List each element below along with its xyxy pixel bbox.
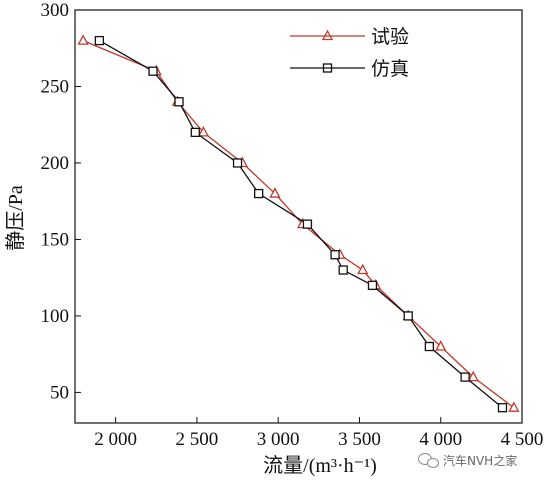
data-point-experiment bbox=[467, 370, 479, 382]
legend-marker-simulation bbox=[322, 63, 333, 73]
data-point-simulation bbox=[232, 158, 243, 168]
data-point-simulation bbox=[367, 280, 378, 290]
y-axis-ticks: 50 100 150 200 250 300 bbox=[41, 0, 81, 403]
data-point-experiment bbox=[508, 401, 520, 412]
plot-frame bbox=[74, 9, 523, 424]
legend-marker-experiment bbox=[321, 29, 334, 41]
x-axis-title: 流量/(m³·h⁻¹) bbox=[263, 454, 377, 477]
x-tick-label: 2 000 bbox=[94, 429, 137, 450]
data-point-simulation bbox=[94, 35, 105, 46]
y-axis-title: 静压/Pa bbox=[4, 185, 27, 251]
series-line-experiment bbox=[82, 39, 515, 409]
y-tick-label: 200 bbox=[41, 153, 70, 174]
y-tick-label: 150 bbox=[41, 229, 70, 250]
data-point-simulation bbox=[460, 372, 470, 382]
series-layer bbox=[77, 34, 520, 413]
data-point-simulation bbox=[403, 311, 413, 321]
data-point-simulation bbox=[330, 250, 340, 260]
data-point-experiment bbox=[77, 34, 89, 45]
data-point-simulation bbox=[254, 188, 264, 199]
y-tick-label: 50 bbox=[50, 382, 69, 403]
y-tick-label: 250 bbox=[41, 76, 70, 97]
x-tick-label: 3 000 bbox=[257, 429, 300, 450]
data-point-simulation bbox=[338, 265, 348, 275]
data-point-simulation bbox=[190, 127, 200, 138]
x-axis-ticks: 2 000 2 500 3 000 3 500 4 000 4 500 bbox=[94, 417, 543, 450]
data-point-simulation bbox=[148, 66, 158, 76]
data-point-simulation bbox=[424, 341, 434, 352]
x-tick-label: 4 000 bbox=[419, 429, 462, 450]
data-point-experiment bbox=[435, 340, 447, 351]
data-point-simulation bbox=[174, 97, 184, 107]
watermark: 汽车NVH之家 bbox=[418, 453, 517, 468]
legend: 试验 仿真 bbox=[290, 26, 409, 80]
x-tick-label: 3 500 bbox=[338, 429, 381, 450]
wechat-icon bbox=[418, 453, 439, 468]
legend-label-simulation: 仿真 bbox=[371, 58, 409, 80]
data-point-experiment bbox=[269, 187, 281, 198]
legend-label-experiment: 试验 bbox=[371, 26, 409, 48]
x-tick-label: 4 500 bbox=[501, 429, 544, 450]
series-line-simulation bbox=[99, 40, 503, 409]
watermark-text: 汽车NVH之家 bbox=[443, 453, 517, 468]
y-tick-label: 100 bbox=[41, 306, 70, 327]
x-tick-label: 2 500 bbox=[176, 429, 219, 450]
data-point-experiment bbox=[197, 125, 209, 137]
y-tick-label: 300 bbox=[41, 0, 70, 21]
data-point-simulation bbox=[302, 219, 313, 229]
data-point-experiment bbox=[357, 263, 369, 275]
data-point-simulation bbox=[497, 403, 508, 413]
